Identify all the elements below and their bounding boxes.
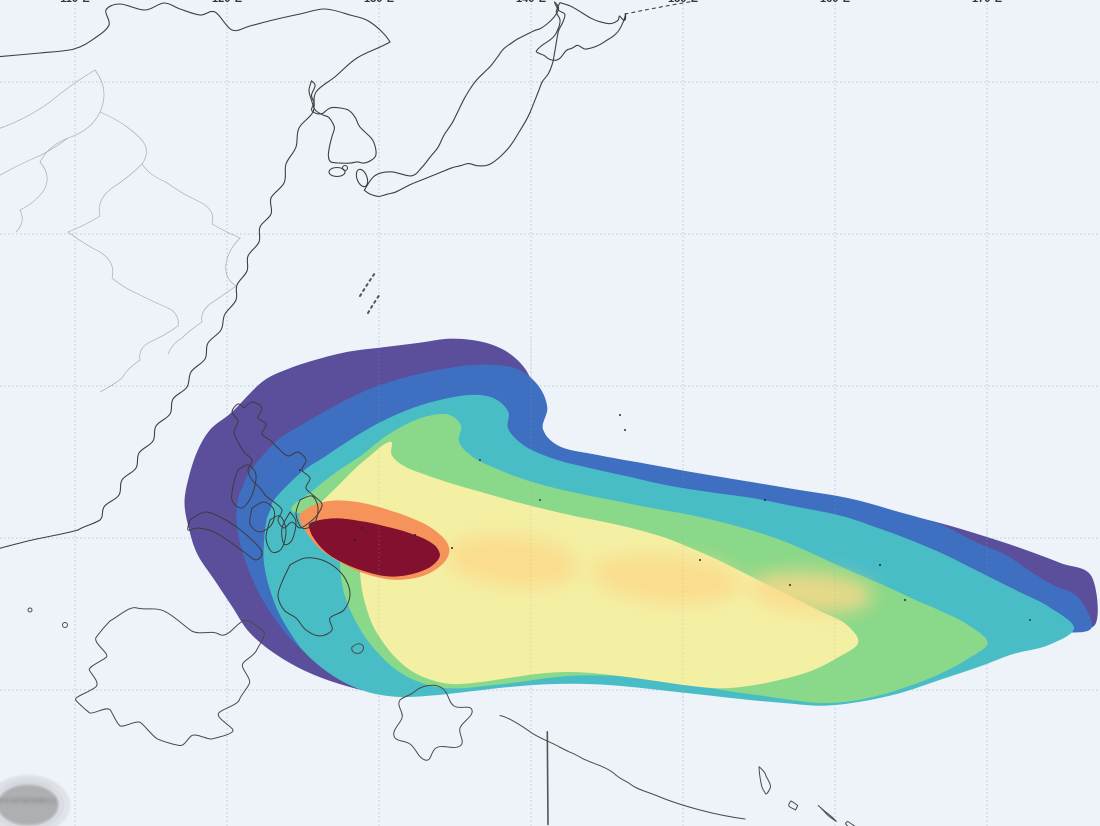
svg-text:WEATHERBELL: WEATHERBELL (0, 796, 59, 805)
svg-text:120°E: 120°E (212, 0, 242, 5)
svg-text:110°E: 110°E (60, 0, 89, 5)
svg-text:130°E: 130°E (364, 0, 394, 5)
svg-text:140°E: 140°E (516, 0, 546, 5)
svg-text:170°E: 170°E (972, 0, 1002, 5)
svg-text:160°E: 160°E (820, 0, 850, 5)
